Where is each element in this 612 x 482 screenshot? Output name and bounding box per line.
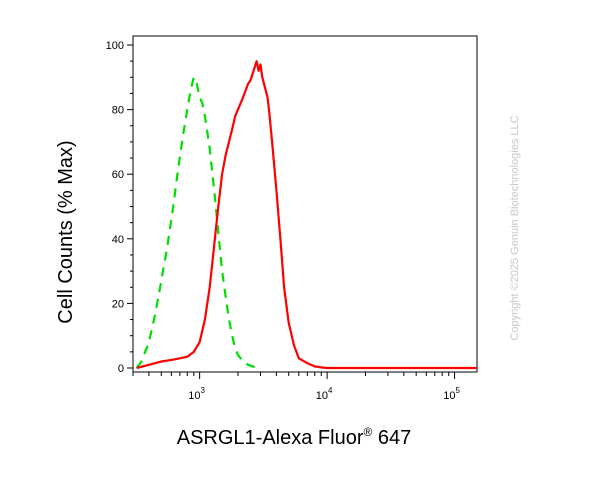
plot-area [132, 35, 478, 373]
y-tick-label: 20 [112, 298, 124, 310]
y-tick-label: 100 [106, 40, 124, 52]
x-axis-title: ASRGL1-Alexa Fluor® 647 [177, 425, 412, 449]
x-tick-label-base: 10 [316, 390, 328, 402]
x-axis-title-main: ASRGL1-Alexa Fluor [177, 427, 364, 449]
x-tick-label-exponent: 4 [328, 386, 333, 395]
y-tick-label: 0 [118, 363, 124, 375]
x-tick-label-base: 10 [188, 390, 200, 402]
x-tick-label: 104 [316, 386, 333, 402]
series-line-1 [135, 76, 261, 370]
x-tick-label: 103 [188, 386, 205, 402]
x-tick-label-exponent: 3 [201, 386, 206, 395]
x-tick-label: 105 [443, 386, 460, 402]
y-axis-title: Cell Counts (% Max) [55, 140, 77, 323]
y-tick-label: 60 [112, 169, 124, 181]
x-tick-label-base: 10 [443, 390, 455, 402]
plot-frame [132, 35, 478, 373]
x-tick-label-exponent: 5 [455, 386, 460, 395]
x-axis-title-tail: 647 [372, 427, 411, 449]
y-tick-label: 40 [112, 234, 124, 246]
y-tick-label: 80 [112, 105, 124, 117]
copyright-watermark: Copyright ©2025 Genuin Biotechnologies L… [509, 115, 521, 340]
x-axis-title-superscript: ® [363, 425, 372, 439]
series-line-2 [136, 60, 477, 370]
